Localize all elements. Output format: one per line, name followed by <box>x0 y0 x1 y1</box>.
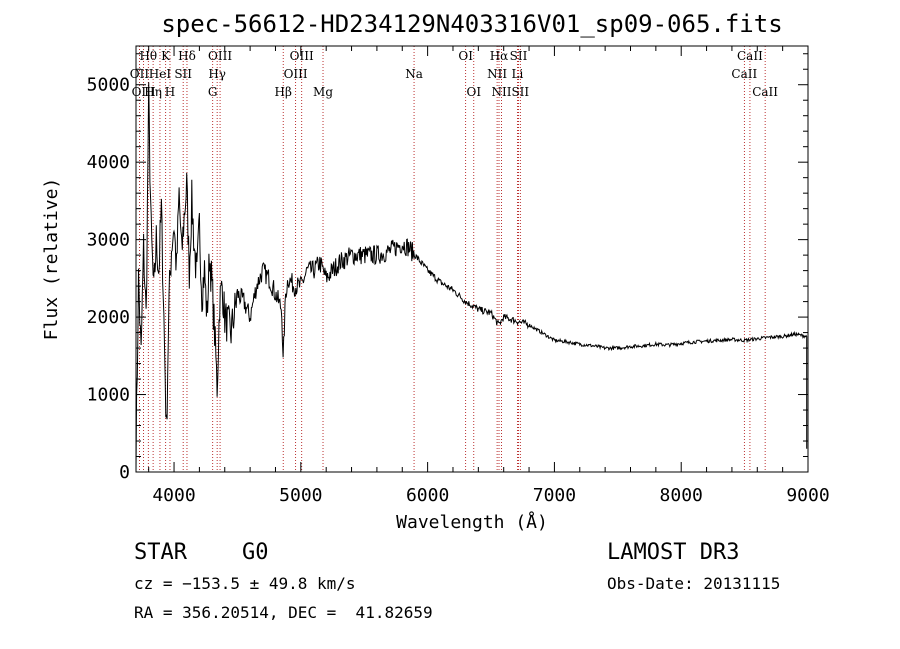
chart-title: spec-56612-HD234129N403316V01_sp09-065.f… <box>161 10 782 38</box>
spectral-line-label: OIII <box>284 67 308 81</box>
class-label: STAR <box>134 540 187 565</box>
spectral-line-label: K <box>161 49 171 63</box>
spectral-line-label: CaII <box>737 49 763 63</box>
spectral-line-label: Na <box>405 67 423 81</box>
y-axis-label: Flux (relative) <box>41 178 62 341</box>
spectral-line-label: Hα <box>490 49 509 63</box>
subclass-label: G0 <box>242 540 269 565</box>
spectral-line-label: SII <box>510 49 528 63</box>
spectral-line-label: SII <box>174 67 192 81</box>
x-tick-label: 8000 <box>660 485 703 506</box>
spectral-line-label: OI <box>466 85 481 99</box>
spectral-line-label: Hδ <box>178 49 196 63</box>
spectral-line-label: NII <box>492 85 512 99</box>
spectral-line-label: OI <box>458 49 473 63</box>
spectral-line-label: G <box>208 85 218 99</box>
spectral-line-label: SII <box>511 85 529 99</box>
radec-label: RA = 356.20514, DEC = 41.82659 <box>134 603 433 622</box>
spectral-line-label: NII <box>487 67 507 81</box>
spectral-lines <box>139 46 766 472</box>
y-tick-label: 5000 <box>87 75 130 96</box>
spectral-line-label: OIII <box>132 85 156 99</box>
x-tick-label: 9000 <box>786 485 829 506</box>
spectrum-series <box>135 82 808 473</box>
x-tick-label: 6000 <box>406 485 449 506</box>
spectral-line-label: Li <box>511 67 523 81</box>
survey-label: LAMOST DR3 <box>607 540 740 565</box>
y-tick-label: 4000 <box>87 152 130 173</box>
obs-date-label: Obs-Date: 20131115 <box>607 574 781 593</box>
spectral-line-label: Hγ <box>208 67 226 81</box>
plot-frame <box>135 45 809 473</box>
spectral-line-label: OIII <box>208 49 232 63</box>
axis-ticks: 4000 5000 6000 7000 8000 9000 0 1000 2000 3000 400… <box>87 46 830 506</box>
spectral-line-label: Mg <box>313 85 333 99</box>
spectral-line-label: CaII <box>752 85 778 99</box>
spectral-line-label: OII <box>130 67 150 81</box>
y-tick-label: 2000 <box>87 307 130 328</box>
spectral-line-label: OIII <box>290 49 314 63</box>
x-axis-label: Wavelength (Å) <box>396 511 548 533</box>
spectral-line-label: Hθ <box>139 49 157 63</box>
cz-label: cz = −153.5 ± 49.8 km/s <box>134 574 356 593</box>
spectral-line-label: H <box>165 85 175 99</box>
x-tick-label: 7000 <box>533 485 576 506</box>
spectral-line-label: CaII <box>731 67 757 81</box>
y-tick-label: 0 <box>119 462 130 483</box>
spectral-line-label: HeI <box>149 67 172 81</box>
x-tick-label: 5000 <box>279 485 322 506</box>
spectral-line-label: Hη <box>144 85 162 99</box>
x-tick-label: 4000 <box>152 485 195 506</box>
y-tick-label: 1000 <box>87 385 130 406</box>
spectral-line-label: Hβ <box>275 85 292 99</box>
y-tick-label: 3000 <box>87 230 130 251</box>
